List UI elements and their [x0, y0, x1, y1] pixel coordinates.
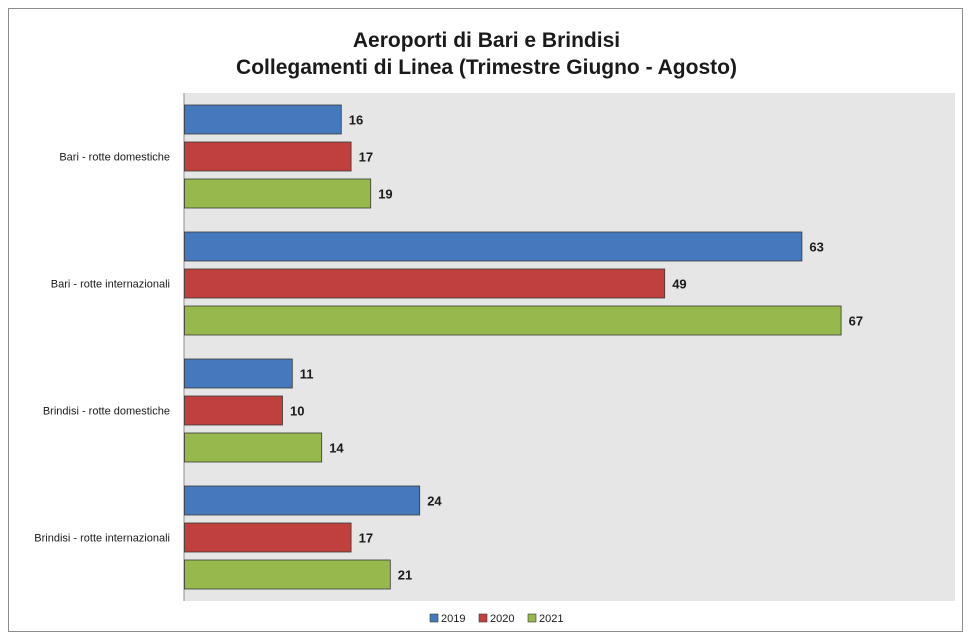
category-label: Brindisi - rotte internazionali: [34, 533, 170, 545]
bar: [184, 141, 352, 172]
chart-title: Aeroporti di Bari e Brindisi Collegament…: [9, 27, 964, 81]
chart-title-line2: Collegamenti di Linea (Trimestre Giugno …: [236, 56, 737, 79]
chart-title-line1: Aeroporti di Bari e Brindisi: [352, 29, 621, 52]
data-label: 11: [300, 367, 314, 382]
bar: [184, 432, 323, 463]
data-label: 67: [849, 314, 863, 329]
data-label: 24: [427, 494, 442, 509]
legend-swatch: [478, 613, 488, 623]
legend: 2019 2020 2021: [429, 613, 563, 625]
bar: [184, 268, 666, 299]
data-label: 21: [398, 568, 412, 583]
data-label: 63: [809, 240, 823, 255]
bar: [184, 522, 352, 553]
bar: [184, 485, 421, 516]
legend-label: 2019: [441, 613, 465, 625]
plot-area: [184, 93, 955, 601]
legend-swatch: [527, 613, 537, 623]
bar: [184, 104, 342, 135]
legend-label: 2020: [490, 613, 514, 625]
data-label: 49: [672, 277, 686, 292]
legend-swatch: [429, 613, 439, 623]
legend-label: 2021: [539, 613, 563, 625]
data-label: 10: [290, 404, 304, 419]
bar: [184, 559, 391, 590]
bar: [184, 178, 372, 209]
bar: [184, 358, 293, 389]
bar: [184, 231, 803, 262]
bar: [184, 305, 842, 336]
category-label: Bari - rotte internazionali: [51, 279, 170, 291]
data-label: 17: [359, 531, 373, 546]
category-label: Bari - rotte domestiche: [59, 152, 170, 164]
data-label: 16: [349, 113, 363, 128]
category-label: Brindisi - rotte domestiche: [43, 406, 170, 418]
data-label: 19: [378, 187, 392, 202]
bars-group: 16 17 19 63 49 67 11 10 14 24 17 21: [184, 104, 863, 590]
bar: [184, 395, 283, 426]
data-label: 14: [329, 441, 344, 456]
data-label: 17: [359, 150, 373, 165]
